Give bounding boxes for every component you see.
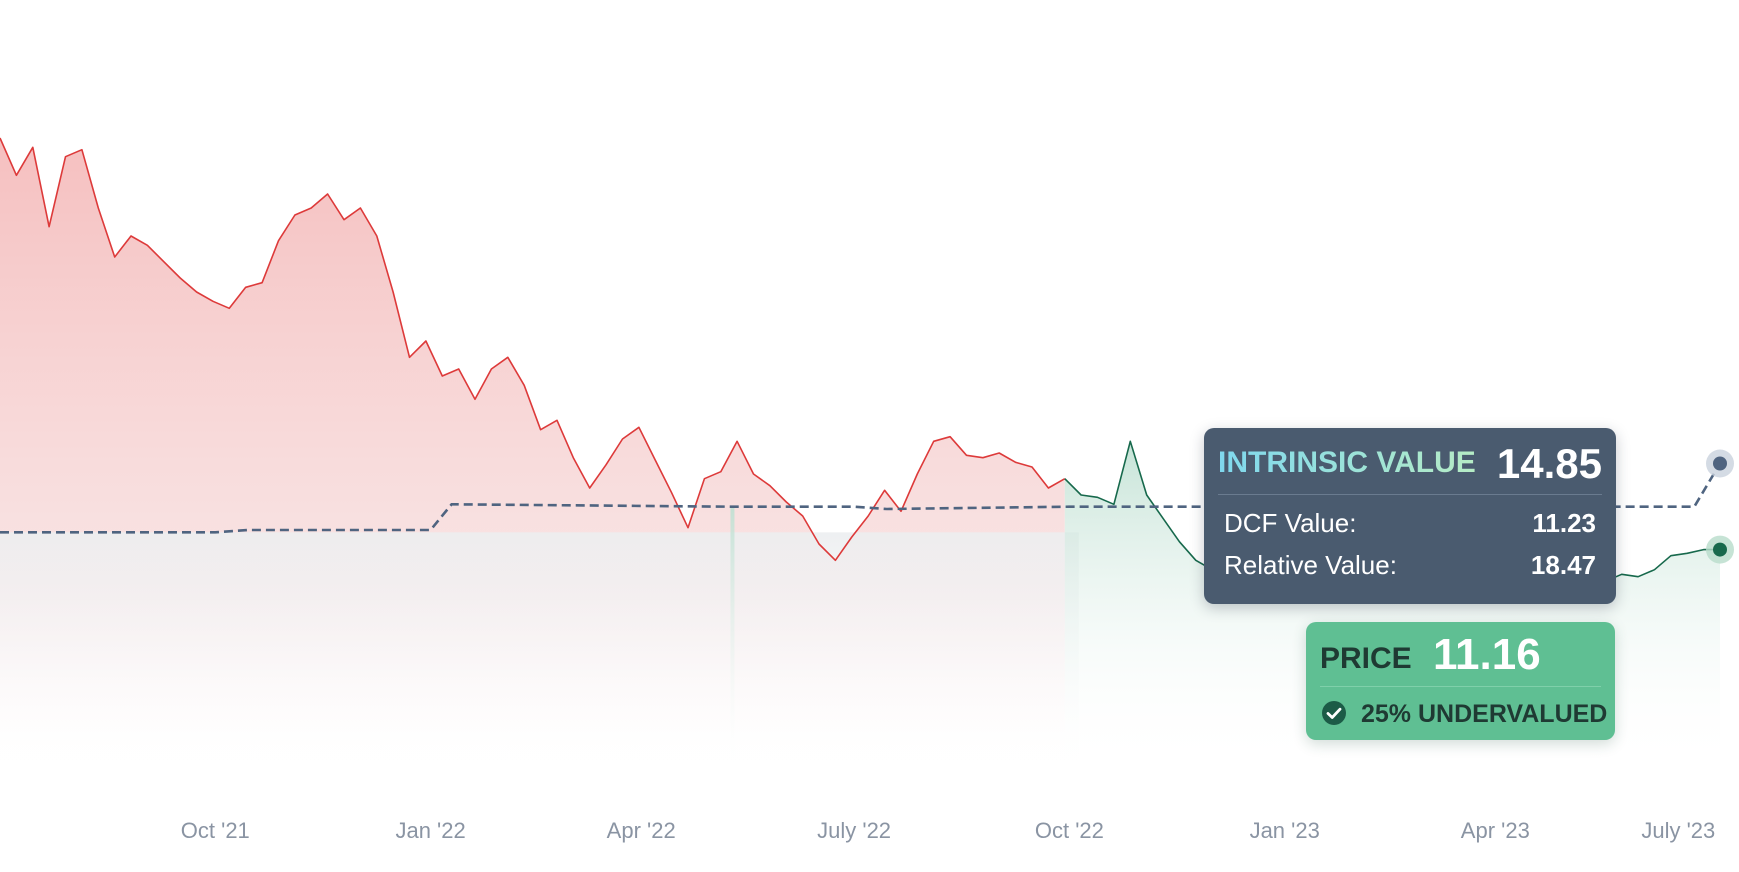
x-tick-label: Jan '23 [1250,818,1320,843]
x-tick-label: Oct '21 [181,818,250,843]
price-card: PRICE 11.16 25% UNDERVALUED [1306,622,1615,740]
undervalued-status: 25% UNDERVALUED [1361,700,1608,728]
dcf-value-label: DCF Value: [1224,508,1357,538]
relative-value-label: Relative Value: [1224,550,1397,580]
x-tick-label: July '23 [1641,818,1715,843]
check-circle-icon [1322,701,1346,725]
intrinsic-value-header: INTRINSIC VALUE 14.85 [1218,440,1602,487]
dcf-value-row: DCF Value: 11.23 [1224,508,1596,544]
undervalued-band-short [730,506,735,770]
x-tick-label: July '22 [817,818,891,843]
intrinsic-end-point [1713,456,1727,471]
x-tick-label: Jan '22 [395,818,465,843]
price-label: PRICE [1320,642,1412,675]
price-value: 11.16 [1433,630,1541,679]
intrinsic-value-divider [1218,494,1602,495]
intrinsic-value-title: INTRINSIC VALUE [1218,446,1476,479]
intrinsic-value-card: INTRINSIC VALUE 14.85 DCF Value: 11.23 R… [1204,428,1616,604]
price-line-overvalued [0,137,1066,562]
relative-value-row: Relative Value: 18.47 [1224,550,1596,586]
x-tick-label: Apr '22 [607,818,676,843]
x-tick-label: Apr '23 [1461,818,1530,843]
price-end-point [1713,542,1727,557]
intrinsic-baseline-area [0,532,1079,780]
relative-value-amount: 18.47 [1530,550,1596,580]
intrinsic-value-amount: 14.85 [1496,440,1602,487]
price-divider [1320,686,1601,687]
x-tick-label: Oct '22 [1035,818,1104,843]
dcf-value-amount: 11.23 [1532,508,1596,538]
